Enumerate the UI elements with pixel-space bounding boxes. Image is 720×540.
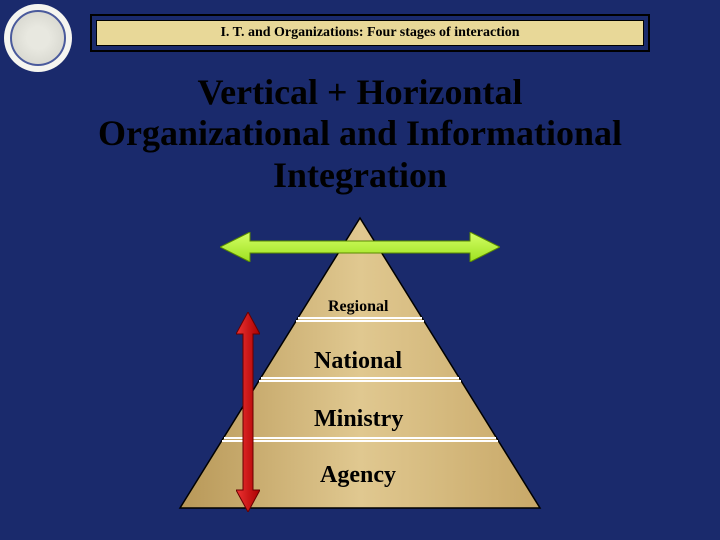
main-title-line3: Integration bbox=[0, 155, 720, 196]
logo-badge bbox=[4, 4, 72, 72]
title-bar-outer: I. T. and Organizations: Four stages of … bbox=[90, 14, 650, 52]
horizontal-arrow bbox=[220, 232, 500, 262]
pyramid-diagram: Regional National Ministry Agency bbox=[0, 208, 720, 528]
main-title-line2: Organizational and Informational bbox=[0, 113, 720, 154]
title-bar: I. T. and Organizations: Four stages of … bbox=[96, 20, 644, 46]
main-title-line1: Vertical + Horizontal bbox=[0, 72, 720, 113]
level-agency: Agency bbox=[320, 462, 396, 489]
level-regional: Regional bbox=[328, 298, 388, 316]
main-title: Vertical + Horizontal Organizational and… bbox=[0, 72, 720, 196]
vertical-arrow bbox=[236, 312, 260, 512]
level-national: National bbox=[314, 348, 402, 375]
level-ministry: Ministry bbox=[314, 406, 403, 433]
logo-inner bbox=[10, 10, 66, 66]
